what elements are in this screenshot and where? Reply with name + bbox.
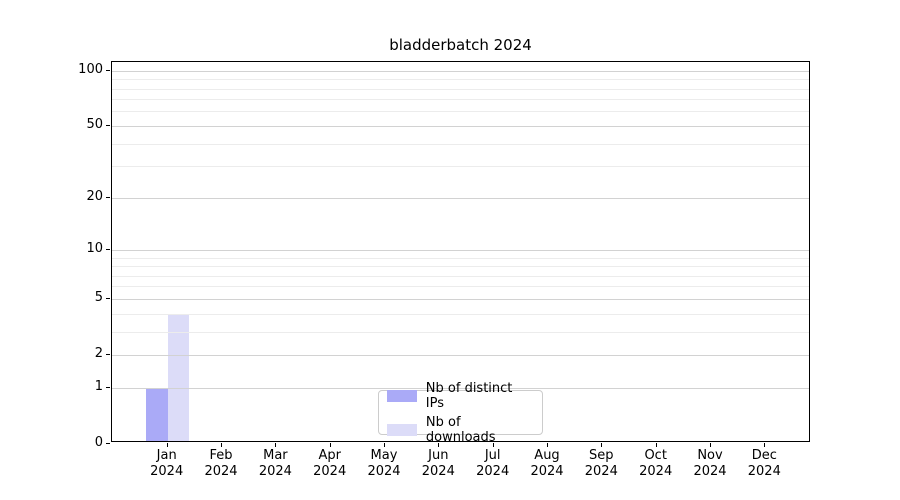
x-tick-label: Mar 2024 (258, 448, 292, 479)
x-tick-label: Sep 2024 (584, 448, 618, 479)
legend: Nb of distinct IPs Nb of downloads (378, 381, 543, 445)
x-tick-label: Aug 2024 (530, 448, 564, 479)
y-tick-label: 5 (94, 289, 103, 305)
legend-item-downloads: Nb of downloads (387, 415, 534, 445)
x-tick-label: Feb 2024 (204, 448, 238, 479)
y-tick-mark (106, 248, 110, 250)
bar-downloads (167, 313, 190, 441)
legend-swatch-distinct-ips (387, 389, 417, 402)
x-tick-label: Oct 2024 (639, 448, 673, 479)
x-tick-mark (166, 443, 168, 447)
minor-gridline (112, 257, 809, 259)
bar-distinct-ips (146, 387, 168, 441)
y-tick-label: 10 (86, 240, 103, 256)
x-tick-label: Jul 2024 (476, 448, 510, 479)
y-tick-label: 1 (94, 378, 103, 394)
minor-gridline (112, 99, 809, 101)
y-tick-label: 50 (86, 116, 103, 132)
minor-gridline (112, 331, 809, 333)
major-gridline (112, 197, 809, 199)
y-tick-mark (106, 69, 110, 71)
x-tick-label: Jan 2024 (150, 448, 184, 479)
legend-label-downloads: Nb of downloads (425, 414, 496, 445)
major-gridline (112, 70, 809, 72)
minor-gridline (112, 266, 809, 267)
chart-title: bladderbatch 2024 (389, 36, 532, 54)
legend-item-distinct-ips: Nb of distinct IPs (387, 381, 534, 411)
minor-gridline (112, 275, 809, 277)
x-tick-mark (492, 443, 494, 447)
minor-gridline (112, 111, 809, 113)
x-tick-mark (764, 443, 766, 447)
y-tick-mark (106, 386, 110, 388)
x-tick-mark (547, 443, 548, 447)
legend-label-distinct-ips: Nb of distinct IPs (425, 380, 513, 411)
x-tick-label: Nov 2024 (693, 448, 727, 479)
y-tick-mark (106, 353, 110, 355)
minor-gridline (112, 143, 809, 145)
y-tick-label: 20 (86, 188, 103, 204)
x-tick-mark (438, 443, 440, 447)
major-gridline (112, 354, 809, 356)
minor-gridline (112, 88, 809, 90)
minor-gridline (112, 166, 809, 168)
x-tick-label: Dec 2024 (747, 448, 781, 479)
x-tick-mark (221, 443, 222, 447)
major-gridline (112, 125, 809, 127)
major-gridline (112, 249, 809, 251)
x-tick-label: Jun 2024 (421, 448, 455, 479)
y-tick-label: 0 (94, 434, 103, 450)
y-tick-mark (106, 196, 110, 198)
x-tick-mark (710, 443, 711, 447)
x-tick-mark (275, 443, 277, 447)
y-tick-mark (106, 297, 110, 299)
x-tick-mark (655, 443, 657, 447)
x-tick-mark (384, 443, 385, 447)
y-tick-label: 2 (94, 345, 103, 361)
legend-swatch-downloads (387, 423, 417, 436)
x-tick-mark (601, 443, 603, 447)
minor-gridline (112, 79, 809, 81)
y-tick-mark (106, 124, 110, 126)
x-tick-label: Apr 2024 (313, 448, 347, 479)
minor-gridline (112, 313, 809, 315)
x-tick-mark (329, 443, 331, 447)
y-tick-mark (106, 442, 110, 444)
major-gridline (112, 298, 809, 300)
minor-gridline (112, 286, 809, 288)
x-tick-label: May 2024 (367, 448, 401, 479)
y-tick-label: 100 (78, 61, 103, 77)
